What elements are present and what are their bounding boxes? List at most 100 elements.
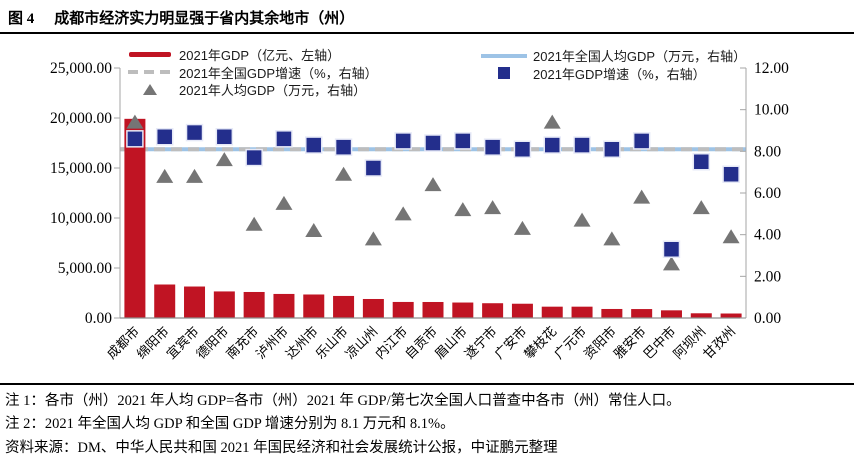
right-axis-tick-label: 2.00 <box>754 268 781 285</box>
right-axis-tick-label: 8.00 <box>754 143 781 160</box>
note-2: 注 2：2021 年全国人均 GDP 和全国 GDP 增速分别为 8.1 万元和… <box>5 416 455 432</box>
per-capita-gdp-triangle-marker <box>662 256 680 271</box>
gdp-growth-square-marker <box>155 128 174 146</box>
notes-divider <box>0 383 854 385</box>
gdp-growth-square-marker <box>483 138 502 156</box>
per-capita-gdp-triangle-marker <box>335 166 353 181</box>
title-divider <box>0 32 854 34</box>
x-axis-label: 达州市 <box>283 324 321 362</box>
per-capita-gdp-triangle-marker <box>722 229 740 244</box>
gdp-bar <box>601 308 623 318</box>
x-axis-label: 广元市 <box>551 324 589 362</box>
x-axis-label: 甘孜州 <box>700 324 738 362</box>
gdp-growth-square-marker <box>364 159 383 177</box>
gdp-bar <box>422 301 444 318</box>
gdp-growth-square-marker <box>454 132 472 150</box>
per-capita-gdp-triangle-marker <box>275 195 293 210</box>
gdp-growth-square-marker <box>632 132 651 150</box>
gdp-bar <box>631 309 653 318</box>
per-capita-gdp-triangle-marker <box>245 216 263 231</box>
legend-item-gdp-growth: 2021年GDP增速（%，右轴） <box>481 65 746 83</box>
x-axis-label: 巴中市 <box>640 324 678 362</box>
gdp-bar <box>571 306 593 318</box>
x-axis-label: 广安市 <box>491 324 529 362</box>
per-capita-gdp-triangle-marker <box>305 223 323 237</box>
gdp-bar <box>541 306 563 318</box>
x-axis-label: 乐山市 <box>312 324 350 362</box>
chart-legend-left: 2021年GDP（亿元、左轴） 2021年全国GDP增速（%，右轴） 2021年… <box>127 46 378 99</box>
legend-item-national-per-capita-gdp: 2021年全国人均GDP（万元，右轴） <box>481 47 746 65</box>
x-axis-label: 遂宁市 <box>462 324 500 362</box>
legend-label: 2021年全国人均GDP（万元，右轴） <box>533 49 747 65</box>
gdp-growth-square-marker <box>275 130 293 148</box>
per-capita-gdp-triangle-marker <box>633 189 651 204</box>
figure-number: 图 4 <box>8 11 35 27</box>
x-axis-label: 泸州市 <box>253 324 291 362</box>
gdp-growth-square-marker <box>185 123 204 142</box>
legend-label: 2021年人均GDP（万元，右轴） <box>179 83 367 99</box>
gdp-growth-square-marker <box>394 132 412 150</box>
x-axis-label: 凉山州 <box>342 324 380 362</box>
x-axis-label: 阿坝州 <box>670 324 708 362</box>
legend-label: 2021年全国GDP增速（%，右轴） <box>179 65 378 81</box>
gdp-bar <box>452 302 474 318</box>
gdp-growth-square-marker <box>513 140 532 158</box>
left-axis-tick-label: 0.00 <box>85 310 112 327</box>
gdp-bar <box>184 286 206 318</box>
left-axis-tick-label: 20,000.00 <box>50 110 112 127</box>
per-capita-gdp-triangle-marker <box>573 212 591 227</box>
gdp-bar <box>362 298 384 318</box>
per-capita-gdp-triangle-marker <box>484 200 502 215</box>
gdp-bar <box>124 118 146 318</box>
gdp-bar <box>243 291 265 318</box>
right-axis-tick-label: 4.00 <box>754 227 781 244</box>
per-capita-gdp-triangle-marker <box>156 168 174 183</box>
legend-item-per-capita-gdp: 2021年人均GDP（万元，右轴） <box>127 81 378 99</box>
gdp-bar <box>154 284 176 318</box>
per-capita-gdp-triangle-marker <box>543 114 561 129</box>
gdp-growth-square-marker <box>245 148 263 167</box>
legend-label: 2021年GDP增速（%，右轴） <box>533 66 706 82</box>
per-capita-gdp-triangle-marker <box>364 231 382 246</box>
gdp-bar <box>482 303 504 318</box>
x-axis-label: 成都市 <box>104 324 142 362</box>
chart-legend-right: 2021年全国人均GDP（万元，右轴） 2021年GDP增速（%，右轴） <box>481 47 746 82</box>
left-axis-tick-label: 25,000.00 <box>50 60 112 77</box>
gdp-growth-square-marker <box>424 134 442 152</box>
left-axis-tick-label: 15,000.00 <box>50 160 112 177</box>
right-axis-tick-label: 6.00 <box>754 185 781 202</box>
figure-title-text: 成都市经济实力明显强于省内其余地市（州） <box>54 11 355 27</box>
x-axis-label: 绵阳市 <box>134 324 172 362</box>
legend-item-national-gdp-growth: 2021年全国GDP增速（%，右轴） <box>127 64 378 82</box>
legend-item-gdp-bar: 2021年GDP（亿元、左轴） <box>127 46 378 64</box>
lightblue-line-swatch-icon <box>481 53 527 58</box>
gdp-bar <box>720 313 742 318</box>
right-axis-tick-label: 0.00 <box>754 310 781 327</box>
right-axis-tick-label: 10.00 <box>754 102 789 119</box>
combo-chart: 0.00 5,000.00 10,000.00 15,000.00 20,000.00 2… <box>50 60 789 362</box>
note-1: 注 1：各市（州）2021 年人均 GDP=各市（州）2021 年 GDP/第七… <box>5 393 681 409</box>
per-capita-gdp-triangle-marker <box>126 114 144 129</box>
gdp-growth-square-marker <box>722 165 740 183</box>
gdp-growth-square-marker <box>543 136 561 154</box>
gdp-growth-square-marker <box>662 240 681 258</box>
per-capita-gdp-triangle-marker <box>454 202 472 217</box>
per-capita-gdp-triangle-marker <box>692 200 710 215</box>
legend-label: 2021年GDP（亿元、左轴） <box>179 48 341 64</box>
per-capita-gdp-triangle-marker <box>424 177 442 192</box>
gdp-bar <box>333 295 355 318</box>
gdp-growth-square-marker <box>305 136 323 154</box>
gdp-growth-square-marker <box>126 130 144 148</box>
per-capita-gdp-triangle-marker <box>394 206 412 221</box>
right-axis-tick-label: 12.00 <box>754 60 789 77</box>
per-capita-gdp-triangle-marker <box>603 231 621 246</box>
gdp-growth-square-marker <box>334 138 353 156</box>
gdp-bar <box>392 301 414 318</box>
left-axis-tick-label: 10,000.00 <box>50 210 112 227</box>
gdp-growth-square-marker <box>692 153 711 171</box>
gdp-bar <box>303 294 325 318</box>
per-capita-gdp-triangle-marker <box>215 152 233 167</box>
left-axis-tick-label: 5,000.00 <box>58 260 113 277</box>
x-axis-label: 德阳市 <box>193 324 231 362</box>
